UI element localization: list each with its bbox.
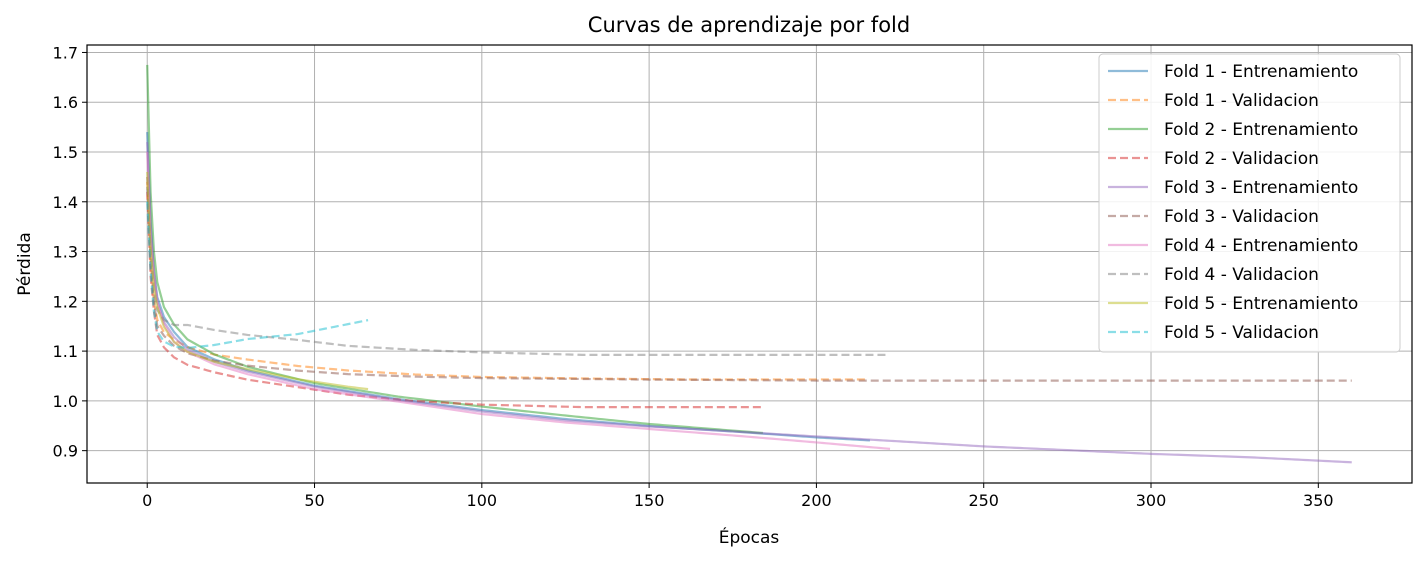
legend-label: Fold 4 - Validacion [1164,265,1319,285]
y-tick-label: 1.1 [53,342,78,361]
y-tick-label: 1.4 [53,193,78,212]
legend-label: Fold 3 - Entrenamiento [1164,178,1358,198]
legend-label: Fold 2 - Entrenamiento [1164,120,1358,140]
x-axis-label: Épocas [719,526,780,548]
legend: Fold 1 - Entrenamiento Fold 1 - Validacio… [1098,53,1401,353]
series-line-fold-3-validacion [146,176,1352,382]
legend-label: Fold 3 - Validacion [1164,207,1319,227]
tick-layer: 0 50 100 150 200 250 300 350 0.9 1.0 1.1 1.2 1.3 1.4 1… [53,43,1334,510]
x-tick-label: 250 [968,491,999,510]
legend-label: Fold 4 - Entrenamiento [1164,236,1358,256]
x-tick-label: 150 [634,491,665,510]
legend-label: Fold 5 - Entrenamiento [1164,294,1358,314]
y-tick-label: 1.5 [53,143,78,162]
y-tick-label: 1.2 [53,292,78,311]
plot-frame [86,44,1413,484]
y-axis-label: Pérdida [15,232,35,296]
series-line-fold-3-entrenamiento [146,142,1352,464]
x-tick-label: 0 [142,491,152,510]
series-line-fold-4-entrenamiento [146,151,891,450]
series-layer [146,64,1352,464]
x-tick-label: 200 [801,491,832,510]
y-tick-label: 1.6 [53,93,78,112]
legend-label: Fold 2 - Validacion [1164,149,1319,169]
series-line-fold-5-validacion [146,201,369,350]
y-tick-label: 0.9 [53,442,78,461]
y-tick-label: 1.7 [53,43,78,62]
series-line-fold-2-validacion [146,191,763,409]
legend-label: Fold 5 - Validacion [1164,323,1319,343]
y-tick-label: 1.3 [53,243,78,262]
x-tick-label: 100 [467,491,498,510]
x-tick-label: 50 [304,491,324,510]
y-tick-label: 1.0 [53,392,78,411]
series-line-fold-4-validacion [146,186,887,356]
x-tick-label: 300 [1136,491,1167,510]
x-tick-label: 350 [1303,491,1334,510]
chart-title: Curvas de aprendizaje por fold [588,13,910,37]
legend-box [1098,53,1401,353]
legend-label: Fold 1 - Validacion [1164,91,1319,111]
series-line-fold-5-entrenamiento [146,171,369,391]
legend-label: Fold 1 - Entrenamiento [1164,62,1358,82]
